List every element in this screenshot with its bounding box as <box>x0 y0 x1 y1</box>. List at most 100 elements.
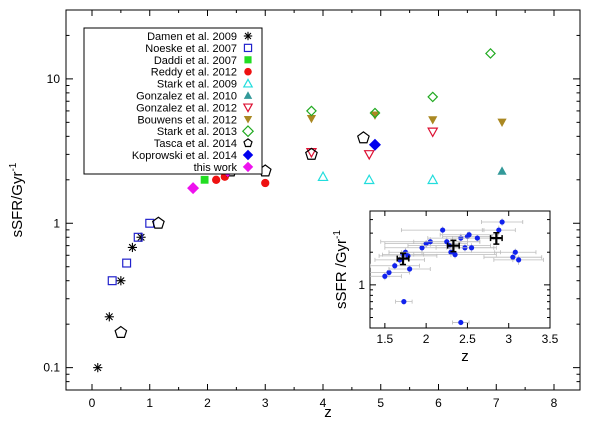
legend-label: Stark et al. 2009 <box>157 79 237 91</box>
series-daddi-et-al-2007 <box>200 175 209 184</box>
inset-data-point <box>374 255 425 265</box>
inset-data-point <box>494 248 537 257</box>
data-point <box>427 173 439 185</box>
inset-y-tick-label: 1 <box>358 278 365 292</box>
inset-plot: 1.5 2 2.5 3 3.5 1 z sSFR /Gyr-1 <box>332 210 559 365</box>
data-point <box>116 276 126 286</box>
legend-marker <box>243 138 253 148</box>
data-point <box>427 91 439 103</box>
data-point <box>485 48 496 59</box>
legend-marker <box>243 31 253 41</box>
data-point <box>187 182 200 195</box>
legend-box <box>83 27 263 175</box>
data-point <box>497 166 507 175</box>
y-tick-label: 10 <box>47 72 61 86</box>
series-stark-et-al-2013 <box>306 48 496 119</box>
data-point <box>133 232 143 242</box>
data-point <box>363 150 375 161</box>
data-point <box>122 258 132 268</box>
inset-frame <box>369 210 551 329</box>
legend-label: Stark et al. 2013 <box>157 126 237 138</box>
data-point <box>261 178 270 188</box>
legend-label: Gonzalez et al. 2010 <box>136 91 237 103</box>
legend-marker <box>243 115 253 124</box>
inset-data-point <box>446 243 497 253</box>
inset-data-point <box>370 272 402 281</box>
data-point <box>104 312 114 322</box>
data-point <box>136 232 146 242</box>
data-point <box>317 170 329 182</box>
inset-x-tick-label: 1.5 <box>377 332 394 346</box>
inset-x-axis-title: z <box>461 348 469 365</box>
data-point <box>363 173 375 185</box>
data-point <box>200 175 209 184</box>
data-point <box>428 116 438 125</box>
x-tick-label: 1 <box>146 396 153 410</box>
series-damen-et-al-2009 <box>93 232 146 373</box>
x-tick-label: 5 <box>377 396 384 410</box>
series-bouwens-et-al-2012 <box>306 111 507 127</box>
inset-data-point <box>483 252 543 263</box>
data-point <box>114 325 128 338</box>
legend-marker <box>242 103 254 113</box>
legend-marker <box>242 149 254 161</box>
x-tick-label: 8 <box>551 396 558 410</box>
legend-marker <box>244 67 252 76</box>
legend-label: Reddy et al. 2012 <box>151 67 237 79</box>
inset-data-point <box>481 218 524 226</box>
legend-label: Daddi et al. 2007 <box>154 55 237 67</box>
data-point <box>427 127 439 138</box>
inset-binned-point <box>396 252 410 266</box>
x-tick-label: 6 <box>435 396 442 410</box>
series-noeske-et-al-2007 <box>107 218 155 286</box>
inset-x-tick-label: 3.5 <box>542 332 559 346</box>
data-point <box>305 147 318 160</box>
x-axis-title: z <box>324 404 332 421</box>
x-tick-label: 2 <box>204 396 211 410</box>
legend-label: Koprowski et al. 2014 <box>132 150 237 162</box>
legend-marker <box>242 161 254 173</box>
data-point <box>497 118 507 127</box>
data-point <box>370 111 380 120</box>
legend-marker <box>243 43 253 53</box>
data-point <box>369 107 381 119</box>
inset-x-tick-label: 2.5 <box>459 332 476 346</box>
data-point <box>127 242 138 253</box>
data-point <box>306 105 317 117</box>
inset-binned-point <box>489 232 503 245</box>
data-point <box>93 363 103 373</box>
inset-data-point <box>395 298 413 305</box>
x-tick-label: 3 <box>262 396 269 410</box>
x-tick-label: 7 <box>493 396 500 410</box>
inset-y-axis-title: sSFR /Gyr-1 <box>332 230 350 309</box>
legend-marker <box>244 56 252 64</box>
legend-marker <box>243 91 253 99</box>
series-koprowski-et-al-2014 <box>368 138 381 151</box>
inset-x-tick-label: 3 <box>505 332 512 346</box>
legend-marker <box>241 125 255 138</box>
inset-data-point <box>413 251 497 259</box>
inset-points <box>370 218 544 326</box>
legend-label: Noeske et al. 2007 <box>145 43 237 55</box>
inset-data-point <box>370 262 420 270</box>
inset-data-point <box>388 265 431 273</box>
data-point <box>357 131 370 144</box>
inset-data-point <box>400 226 485 235</box>
inset-binned-point <box>446 239 460 253</box>
legend-label: this work <box>194 162 238 174</box>
data-point <box>305 148 318 159</box>
legend-label: Damen et al. 2009 <box>147 31 237 43</box>
series-stark-et-al-2009 <box>317 170 439 185</box>
legend-marker <box>242 78 254 88</box>
inset-x-tick-label: 2 <box>423 332 430 346</box>
series-reddy-et-al-2012 <box>212 172 270 188</box>
inset-data-point <box>452 319 470 326</box>
x-tick-label: 4 <box>320 396 327 410</box>
y-tick-label: 1 <box>53 216 60 230</box>
y-tick-label: 0.1 <box>43 361 60 375</box>
data-point <box>145 218 155 228</box>
x-tick-label: 0 <box>89 396 96 410</box>
